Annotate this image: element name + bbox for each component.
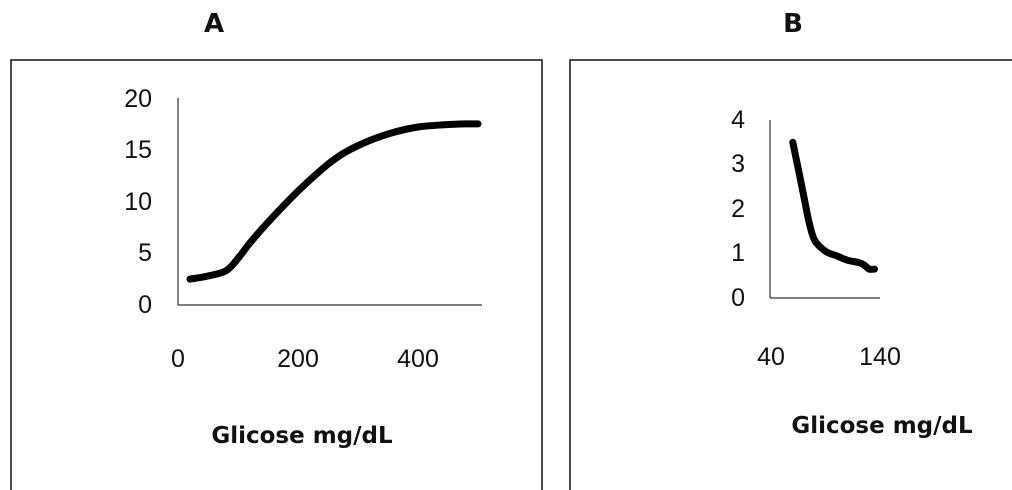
panel-a: A 20 15 10 5 0 0 200 400 Glicose mg/dL	[10, 9, 543, 490]
panel-a-ytick-15: 15	[124, 136, 152, 164]
panel-a-xtick-400: 400	[397, 345, 439, 373]
panel-a-xtick-200: 200	[277, 345, 319, 373]
panel-a-ticks: 20 15 10 5 0 0 200 400	[124, 85, 439, 373]
panel-a-xtick-0: 0	[171, 345, 185, 373]
panel-a-ytick-20: 20	[124, 85, 152, 113]
panel-b-frame	[569, 59, 1012, 490]
panel-b-series-line	[789, 138, 878, 273]
panel-a-ytick-0: 0	[138, 291, 152, 319]
panel-b-ytick-3: 3	[731, 150, 745, 178]
panel-a-label: A	[204, 9, 224, 39]
panel-b-xtick-140: 140	[859, 343, 901, 371]
panel-a-ytick-10: 10	[124, 188, 152, 216]
panel-a-frame	[10, 59, 543, 490]
panel-b-ytick-1: 1	[731, 239, 745, 267]
panel-b-label: B	[783, 9, 803, 39]
panel-b: B 4 3 2 1 0 40 140 Glicose mg/dL	[569, 9, 1012, 490]
panel-b-ytick-4: 4	[731, 106, 745, 134]
panel-b-xtick-40: 40	[757, 343, 785, 371]
panel-a-x-axis-title: Glicose mg/dL	[211, 423, 393, 449]
panel-b-x-axis-title: Glicose mg/dL	[791, 413, 973, 439]
panel-b-ticks: 4 3 2 1 0 40 140	[731, 106, 901, 371]
panel-a-series-line	[186, 120, 482, 283]
panel-a-ytick-5: 5	[138, 239, 152, 267]
panel-b-ytick-0: 0	[731, 284, 745, 312]
panel-b-ytick-2: 2	[731, 195, 745, 223]
